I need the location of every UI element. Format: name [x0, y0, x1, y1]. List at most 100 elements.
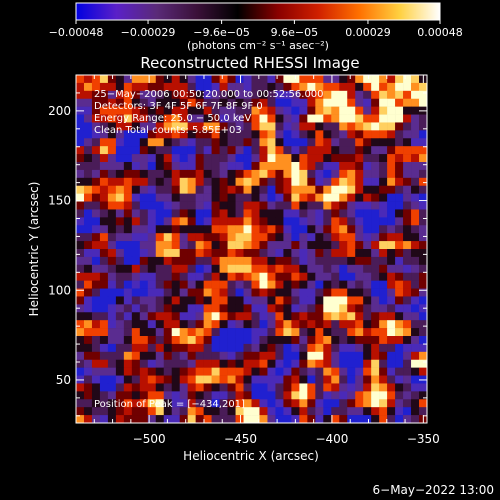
- heatmap-cell: [123, 320, 133, 329]
- heatmap-cell: [307, 241, 316, 250]
- heatmap-cell: [219, 320, 228, 329]
- heatmap-cell: [267, 217, 276, 226]
- heatmap-cell: [403, 399, 412, 408]
- heatmap-cell: [243, 383, 252, 392]
- heatmap-cell: [203, 90, 212, 100]
- heatmap-cell: [315, 146, 324, 155]
- heatmap-cell: [291, 177, 300, 187]
- heatmap-cell: [331, 351, 340, 361]
- heatmap-cell: [171, 256, 181, 266]
- heatmap-cell: [115, 256, 125, 266]
- heatmap-cell: [363, 383, 372, 392]
- heatmap-cell: [123, 217, 133, 226]
- heatmap-cell: [107, 375, 117, 384]
- heatmap-cell: [403, 367, 412, 376]
- heatmap-cell: [379, 217, 388, 226]
- heatmap-cell: [411, 138, 420, 147]
- heatmap-cell: [179, 296, 188, 305]
- heatmap-cell: [91, 336, 101, 345]
- heatmap-cell: [355, 75, 364, 84]
- heatmap-cell: [331, 249, 340, 258]
- heatmap-cell: [187, 296, 196, 305]
- heatmap-cell: [259, 130, 268, 139]
- heatmap-cell: [211, 75, 220, 84]
- heatmap-cell: [243, 75, 252, 84]
- heatmap-cell: [115, 351, 125, 361]
- heatmap-cell: [315, 82, 324, 92]
- heatmap-cell: [251, 375, 260, 384]
- heatmap-cell: [187, 106, 196, 115]
- heatmap-cell: [331, 162, 340, 171]
- heatmap-cell: [355, 122, 364, 131]
- x-tick-label: −350: [407, 432, 440, 446]
- heatmap-cell: [211, 272, 220, 281]
- heatmap-cell: [123, 296, 133, 305]
- heatmap-cell: [243, 201, 252, 210]
- heatmap-cell: [291, 241, 300, 250]
- heatmap-cell: [259, 146, 268, 155]
- heatmap-cell: [403, 312, 412, 321]
- heatmap-cell: [371, 320, 380, 329]
- heatmap-cell: [395, 177, 404, 187]
- heatmap-cell: [379, 256, 388, 266]
- heatmap-cell: [99, 98, 109, 107]
- heatmap-cell: [419, 209, 428, 218]
- heatmap-cell: [147, 106, 157, 115]
- heatmap-cell: [307, 296, 316, 305]
- heatmap-cell: [371, 343, 380, 353]
- heatmap-cell: [331, 193, 340, 202]
- heatmap-cell: [147, 288, 157, 297]
- heatmap-cell: [339, 82, 348, 92]
- heatmap-cell: [123, 351, 133, 361]
- heatmap-cell: [267, 193, 276, 202]
- heatmap-cell: [76, 90, 85, 100]
- heatmap-cell: [131, 75, 141, 84]
- heatmap-cell: [123, 130, 133, 139]
- x-axis: −500 −450 −400 −350: [93, 75, 440, 446]
- heatmap-cell: [171, 201, 181, 210]
- heatmap-cell: [211, 122, 220, 131]
- heatmap-cell: [267, 169, 276, 179]
- heatmap-cell: [219, 225, 228, 234]
- heatmap-cell: [387, 343, 396, 353]
- heatmap-cell: [107, 114, 117, 123]
- heatmap-cell: [267, 351, 276, 361]
- heatmap-cell: [331, 367, 340, 376]
- heatmap-cell: [419, 407, 428, 416]
- heatmap-cell: [195, 114, 204, 123]
- heatmap-cell: [291, 201, 300, 210]
- heatmap-cell: [171, 82, 181, 92]
- heatmap-cell: [243, 256, 252, 266]
- heatmap-cell: [347, 264, 356, 274]
- heatmap-cell: [227, 328, 236, 337]
- heatmap-cell: [379, 169, 388, 179]
- heatmap-cell: [323, 154, 332, 163]
- heatmap-cell: [83, 304, 93, 313]
- heatmap-cell: [195, 383, 204, 392]
- heatmap-cell: [187, 288, 196, 297]
- heatmap-cell: [147, 233, 157, 242]
- heatmap-cell: [123, 272, 133, 281]
- heatmap-cell: [83, 249, 93, 258]
- heatmap-cell: [403, 359, 412, 368]
- heatmap-cell: [283, 336, 292, 345]
- heatmap-cell: [83, 225, 93, 234]
- heatmap-cell: [76, 98, 85, 107]
- heatmap-cell: [395, 162, 404, 171]
- heatmap-cell: [107, 146, 117, 155]
- heatmap-cell: [283, 177, 292, 187]
- heatmap-cell: [179, 146, 188, 155]
- heatmap-cell: [411, 312, 420, 321]
- heatmap-cell: [155, 399, 165, 408]
- heatmap-cell: [123, 225, 133, 234]
- heatmap-cell: [275, 264, 284, 274]
- heatmap-cell: [419, 391, 428, 400]
- heatmap-cell: [163, 185, 173, 194]
- heatmap-cell: [267, 233, 276, 242]
- heatmap-cell: [163, 154, 173, 163]
- heatmap-cell: [131, 114, 141, 123]
- heatmap-cell: [91, 415, 101, 424]
- heatmap-cell: [291, 343, 300, 353]
- heatmap-cell: [131, 288, 141, 297]
- heatmap-cell: [187, 391, 196, 400]
